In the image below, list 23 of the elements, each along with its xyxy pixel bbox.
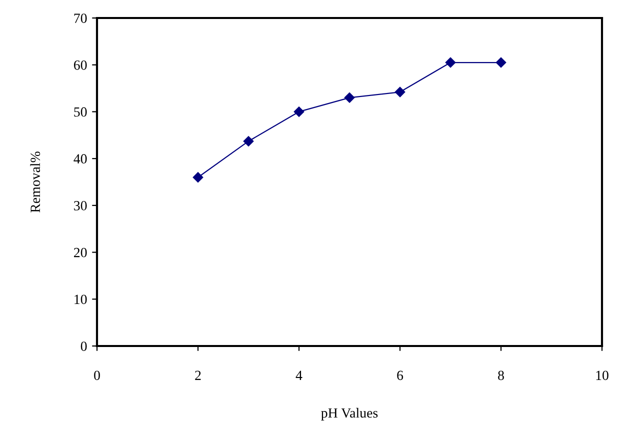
y-tick-label: 70: [74, 14, 87, 23]
point: [445, 57, 456, 68]
y-tick-label: 50: [74, 107, 87, 117]
x-tick-label: 4: [296, 370, 302, 380]
x-tick-label: 8: [498, 370, 504, 380]
x-tick-label: 2: [195, 370, 201, 380]
point: [243, 136, 254, 146]
x-tick-label: 10: [596, 370, 608, 380]
y-tick-label: 60: [74, 60, 87, 70]
point: [394, 86, 406, 98]
x-tick-label: 0: [94, 370, 100, 380]
y-tick-label: 0: [80, 342, 87, 351]
y-tick-label: 20: [74, 248, 87, 258]
point: [344, 92, 355, 103]
y-tick-label: 40: [74, 154, 87, 164]
x-tick-label: 6: [397, 370, 404, 380]
y-tick-label: 10: [74, 294, 87, 304]
point: [496, 57, 506, 68]
point: [192, 172, 204, 182]
y-tick-label: 30: [74, 201, 87, 210]
x-axis-title: pH Values: [321, 408, 378, 420]
y-axis-title: Removal%: [30, 152, 40, 212]
point: [294, 106, 304, 117]
